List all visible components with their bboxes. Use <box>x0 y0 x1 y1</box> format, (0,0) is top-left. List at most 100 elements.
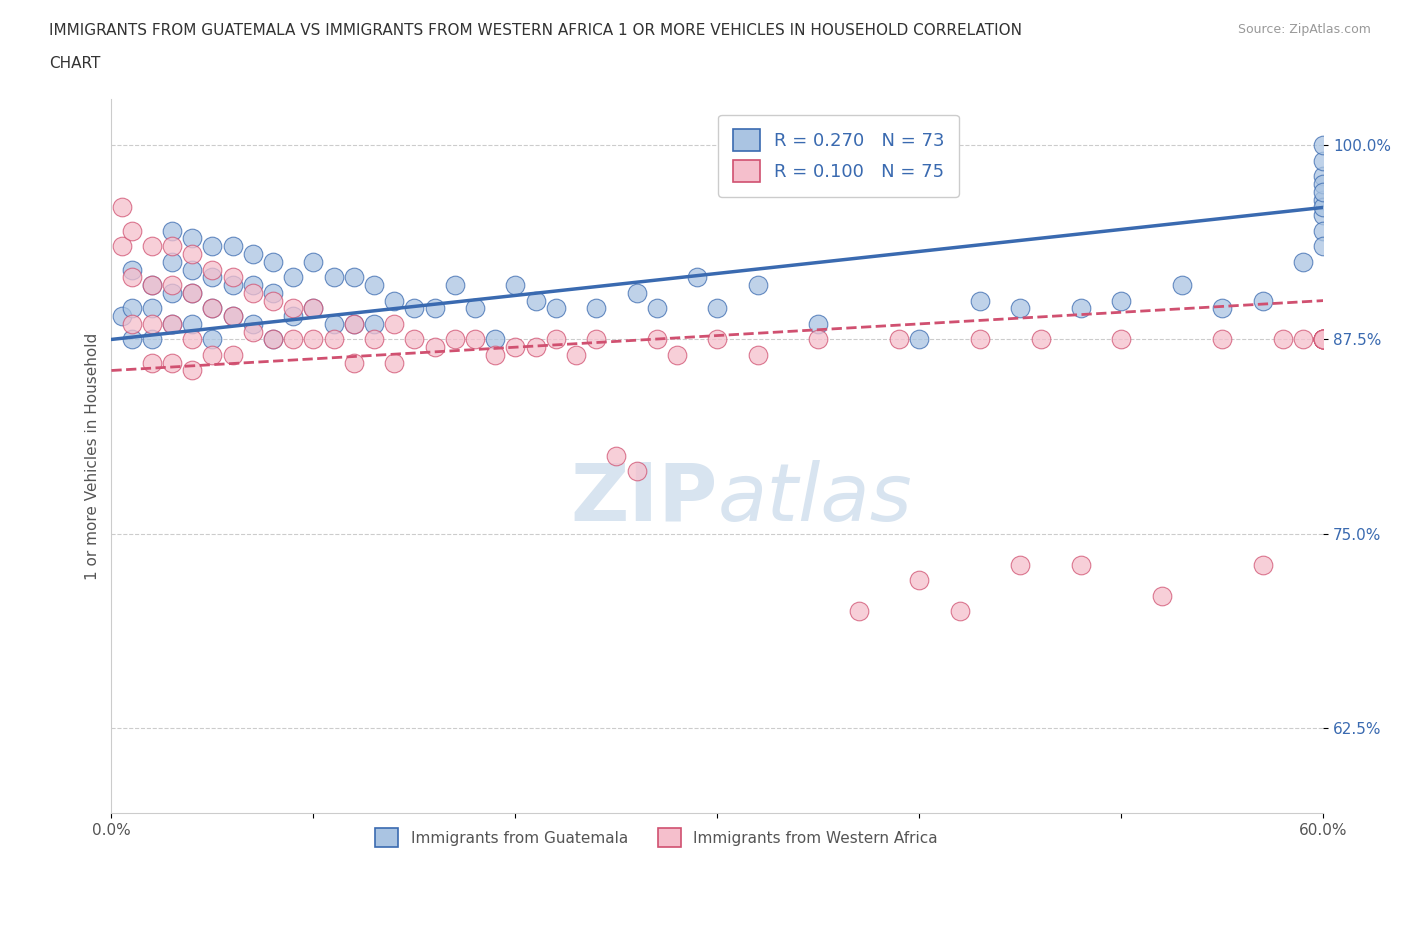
Point <box>121 223 143 238</box>
Point <box>181 316 204 331</box>
Point <box>322 332 344 347</box>
Point <box>1312 153 1334 168</box>
Point <box>626 464 648 479</box>
Legend: Immigrants from Guatemala, Immigrants from Western Africa: Immigrants from Guatemala, Immigrants fr… <box>363 816 950 859</box>
Point <box>544 301 567 316</box>
Point <box>181 262 204 277</box>
Point <box>160 316 183 331</box>
Point <box>464 332 486 347</box>
Point <box>1070 557 1092 572</box>
Point <box>121 316 143 331</box>
Point <box>262 293 284 308</box>
Point <box>585 332 607 347</box>
Point <box>302 332 325 347</box>
Point <box>201 301 224 316</box>
Point <box>464 301 486 316</box>
Text: Source: ZipAtlas.com: Source: ZipAtlas.com <box>1237 23 1371 36</box>
Point <box>1312 138 1334 153</box>
Point <box>1251 557 1274 572</box>
Point <box>160 316 183 331</box>
Point <box>1029 332 1052 347</box>
Point <box>1312 223 1334 238</box>
Point <box>242 278 264 293</box>
Point <box>524 339 547 354</box>
Point <box>1292 254 1315 269</box>
Point <box>160 355 183 370</box>
Point <box>1010 557 1032 572</box>
Point <box>141 278 163 293</box>
Point <box>524 293 547 308</box>
Point <box>201 301 224 316</box>
Point <box>363 278 385 293</box>
Point <box>1312 332 1334 347</box>
Point <box>221 309 243 324</box>
Point <box>1312 332 1334 347</box>
Point <box>565 348 588 363</box>
Text: CHART: CHART <box>49 56 101 71</box>
Point <box>201 262 224 277</box>
Point <box>1312 332 1334 347</box>
Point <box>343 316 366 331</box>
Point <box>302 301 325 316</box>
Point <box>262 332 284 347</box>
Point <box>1111 332 1133 347</box>
Point <box>141 332 163 347</box>
Point <box>1070 301 1092 316</box>
Point <box>283 332 305 347</box>
Point <box>121 301 143 316</box>
Point <box>404 301 426 316</box>
Point <box>807 316 830 331</box>
Point <box>807 332 830 347</box>
Point <box>443 278 465 293</box>
Point <box>484 348 506 363</box>
Point <box>544 332 567 347</box>
Point <box>969 332 991 347</box>
Point <box>908 573 931 588</box>
Point <box>1251 293 1274 308</box>
Point <box>221 270 243 285</box>
Point <box>969 293 991 308</box>
Point <box>605 448 627 463</box>
Point <box>585 301 607 316</box>
Point <box>363 316 385 331</box>
Point <box>221 278 243 293</box>
Point <box>201 348 224 363</box>
Point <box>181 286 204 300</box>
Point <box>382 355 405 370</box>
Point <box>686 270 709 285</box>
Point <box>1312 207 1334 222</box>
Point <box>343 316 366 331</box>
Point <box>121 270 143 285</box>
Point <box>382 316 405 331</box>
Point <box>201 270 224 285</box>
Point <box>747 348 769 363</box>
Point <box>1312 332 1334 347</box>
Point <box>242 246 264 261</box>
Text: IMMIGRANTS FROM GUATEMALA VS IMMIGRANTS FROM WESTERN AFRICA 1 OR MORE VEHICLES I: IMMIGRANTS FROM GUATEMALA VS IMMIGRANTS … <box>49 23 1022 38</box>
Point <box>1312 177 1334 192</box>
Point <box>1271 332 1294 347</box>
Point <box>181 231 204 246</box>
Point <box>121 262 143 277</box>
Point <box>423 301 446 316</box>
Point <box>363 332 385 347</box>
Point <box>1312 169 1334 184</box>
Point <box>908 332 931 347</box>
Point <box>141 355 163 370</box>
Point <box>302 254 325 269</box>
Point <box>242 286 264 300</box>
Point <box>1312 200 1334 215</box>
Point <box>262 286 284 300</box>
Point <box>645 301 668 316</box>
Point <box>141 239 163 254</box>
Y-axis label: 1 or more Vehicles in Household: 1 or more Vehicles in Household <box>86 332 100 579</box>
Point <box>201 332 224 347</box>
Point <box>322 316 344 331</box>
Point <box>322 270 344 285</box>
Point <box>1312 332 1334 347</box>
Point <box>181 363 204 378</box>
Point <box>404 332 426 347</box>
Point <box>949 604 972 618</box>
Point <box>262 254 284 269</box>
Point <box>181 246 204 261</box>
